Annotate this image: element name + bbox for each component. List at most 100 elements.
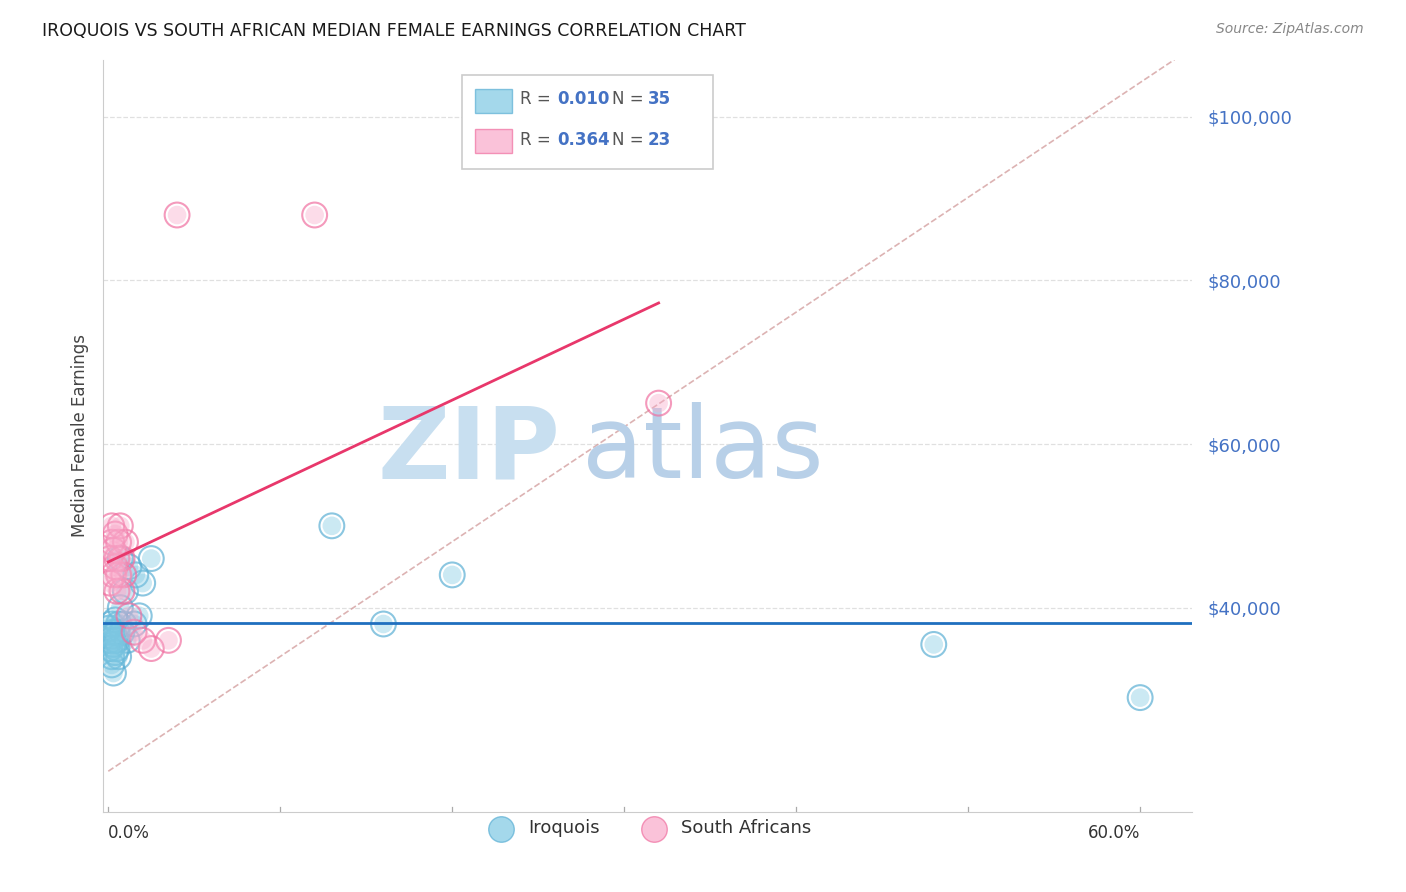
Point: [104, 633, 127, 648]
Point: [104, 646, 127, 660]
Point: [100, 535, 122, 549]
Point: [103, 543, 125, 558]
Point: [107, 649, 129, 664]
Point: [118, 608, 141, 623]
Point: [105, 625, 128, 640]
Point: [110, 551, 132, 566]
Point: [105, 551, 128, 566]
Point: [105, 584, 128, 599]
Point: [103, 543, 125, 558]
Point: [103, 625, 125, 640]
Text: 0.0%: 0.0%: [108, 824, 150, 842]
Point: [104, 633, 127, 648]
Point: [122, 625, 145, 640]
Point: [103, 568, 125, 582]
Point: [128, 608, 150, 623]
Point: [98, 633, 121, 648]
Point: [125, 568, 148, 582]
Point: [100, 649, 122, 664]
FancyBboxPatch shape: [463, 75, 713, 169]
Point: [103, 625, 125, 640]
Point: [98, 551, 121, 566]
Point: [131, 633, 153, 648]
Point: [104, 527, 127, 541]
Point: [441, 568, 464, 582]
Point: [647, 396, 669, 410]
Point: [105, 551, 128, 566]
Point: [103, 637, 125, 651]
Point: [111, 551, 134, 566]
Point: [922, 637, 945, 651]
Text: 0.010: 0.010: [557, 90, 609, 109]
Point: [98, 633, 121, 648]
Point: [141, 551, 163, 566]
Point: [304, 208, 326, 222]
Point: [114, 584, 136, 599]
Point: [131, 576, 153, 591]
Point: [100, 649, 122, 664]
Point: [112, 617, 135, 632]
Point: [111, 584, 134, 599]
Point: [141, 641, 163, 656]
Point: [103, 568, 125, 582]
Point: [166, 208, 188, 222]
Legend: Iroquois, South Africans: Iroquois, South Africans: [477, 812, 818, 845]
Point: [112, 568, 135, 582]
Point: [98, 641, 121, 656]
Point: [110, 600, 132, 615]
Point: [118, 559, 141, 574]
Point: [131, 633, 153, 648]
Point: [118, 608, 141, 623]
Point: [111, 551, 134, 566]
Point: [104, 559, 127, 574]
Point: [122, 617, 145, 632]
Point: [107, 617, 129, 632]
FancyBboxPatch shape: [475, 89, 512, 113]
Point: [115, 633, 138, 648]
Text: ZIP: ZIP: [377, 402, 561, 500]
Point: [105, 625, 128, 640]
Point: [105, 633, 128, 648]
Point: [98, 641, 121, 656]
Point: [131, 576, 153, 591]
Point: [114, 584, 136, 599]
Text: atlas: atlas: [582, 402, 824, 500]
Point: [922, 637, 945, 651]
Point: [114, 535, 136, 549]
Point: [107, 617, 129, 632]
Text: 35: 35: [647, 90, 671, 109]
Text: 60.0%: 60.0%: [1088, 824, 1140, 842]
Point: [304, 208, 326, 222]
Point: [107, 535, 129, 549]
Point: [111, 584, 134, 599]
Point: [98, 551, 121, 566]
Point: [104, 559, 127, 574]
Point: [118, 559, 141, 574]
Point: [100, 629, 122, 643]
Point: [373, 617, 395, 632]
Point: [373, 617, 395, 632]
Point: [103, 666, 125, 681]
Point: [122, 625, 145, 640]
Point: [321, 519, 343, 533]
Point: [107, 535, 129, 549]
Point: [110, 551, 132, 566]
FancyBboxPatch shape: [475, 128, 512, 153]
Point: [107, 568, 129, 582]
Point: [141, 551, 163, 566]
Point: [122, 617, 145, 632]
Point: [105, 633, 128, 648]
Point: [100, 519, 122, 533]
Text: 23: 23: [647, 131, 671, 149]
Point: [141, 641, 163, 656]
Point: [110, 519, 132, 533]
Point: [107, 649, 129, 664]
Point: [1129, 690, 1152, 705]
Text: R =: R =: [520, 90, 555, 109]
Point: [100, 535, 122, 549]
Point: [100, 617, 122, 632]
Point: [100, 617, 122, 632]
Point: [441, 568, 464, 582]
Point: [104, 527, 127, 541]
Point: [110, 600, 132, 615]
